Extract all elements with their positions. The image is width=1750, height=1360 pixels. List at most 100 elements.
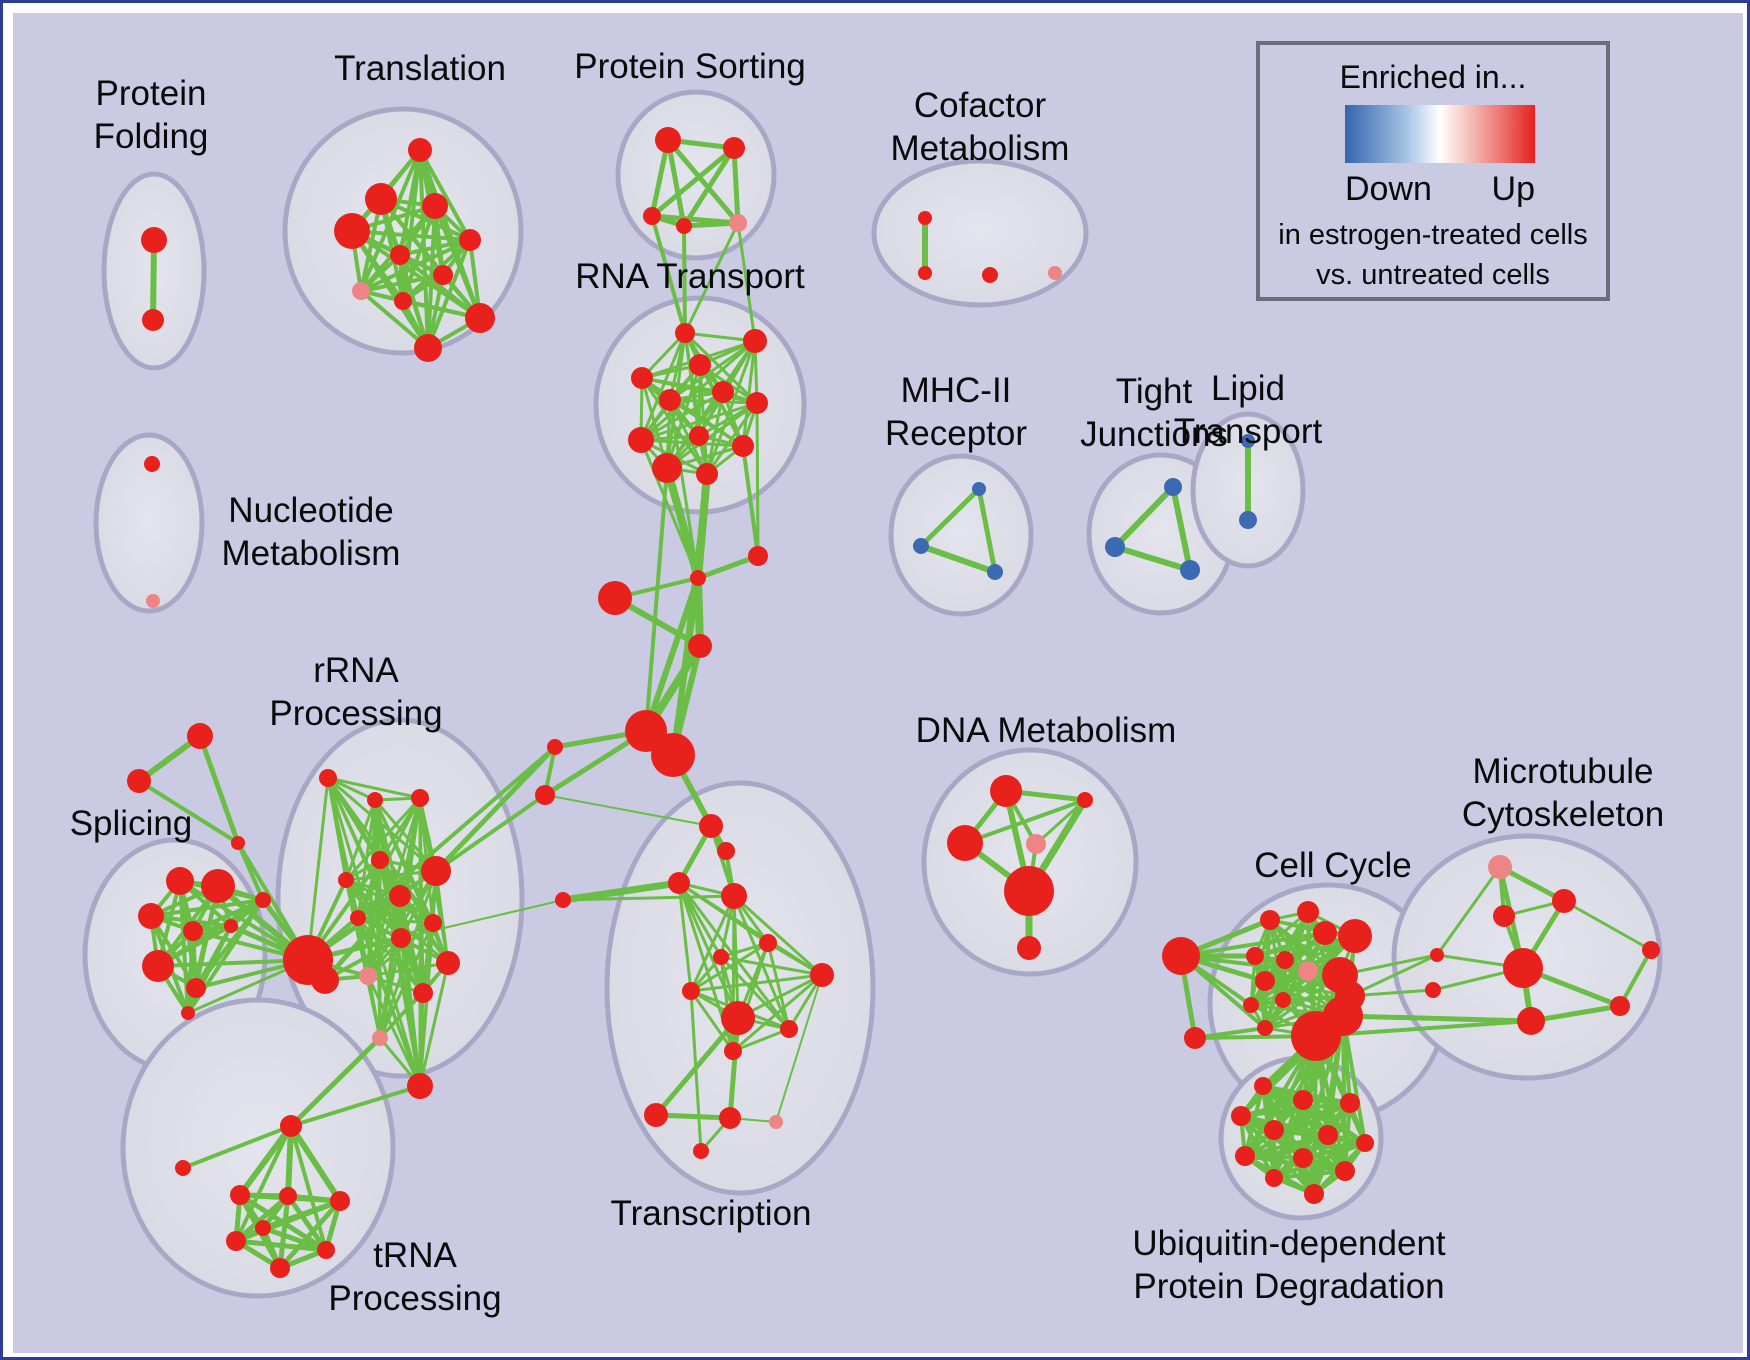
network-edge (1497, 864, 1567, 904)
network-node (547, 739, 563, 755)
network-edge (289, 1124, 328, 1252)
network-edge (366, 921, 435, 978)
network-node (255, 892, 271, 908)
network-node (1265, 1169, 1283, 1187)
network-edge (644, 466, 669, 733)
network-edge (681, 145, 737, 229)
cluster-label-rna-transport: RNA Transport (575, 257, 805, 296)
network-edge (289, 1084, 422, 1128)
network-edge (399, 936, 422, 1088)
network-edge (649, 145, 737, 219)
network-node (230, 1185, 250, 1205)
network-node (631, 367, 653, 389)
network-edge (741, 339, 757, 448)
network-node (713, 949, 729, 965)
network-edge (285, 1123, 294, 1199)
network-edge (181, 1124, 293, 1170)
network-edge (356, 916, 425, 995)
network-node (769, 1115, 783, 1129)
network-node (682, 982, 700, 1000)
network-node (659, 389, 681, 411)
network-node (144, 456, 160, 472)
network-node (1323, 996, 1363, 1036)
network-node (224, 919, 238, 933)
network-node (628, 427, 654, 453)
network-edge (421, 921, 435, 995)
network-node (433, 265, 453, 285)
network-node (365, 183, 397, 215)
network-node (1293, 1148, 1313, 1168)
network-node (651, 733, 695, 777)
network-node (1275, 992, 1291, 1008)
network-node (413, 983, 433, 1003)
network-node (408, 138, 432, 162)
network-edge (366, 974, 422, 1088)
network-node (688, 634, 712, 658)
network-node (947, 825, 983, 861)
network-edge (1170, 484, 1193, 573)
network-edge (288, 1123, 343, 1204)
network-node (1164, 478, 1182, 496)
network-node (1488, 855, 1512, 879)
network-node (183, 921, 203, 941)
network-node (186, 978, 206, 998)
network-node (255, 1220, 271, 1236)
network-edge (366, 961, 450, 978)
network-node (350, 910, 366, 926)
network-node (421, 856, 451, 886)
network-edge (653, 1112, 733, 1121)
network-node (724, 1042, 742, 1060)
network-edge (736, 221, 757, 343)
network-edge (359, 273, 445, 293)
network-edge (683, 221, 740, 335)
cluster-label-rrna-processing: rRNA Processing (269, 651, 442, 733)
cluster-label-protein-sorting: Protein Sorting (574, 47, 806, 86)
network-edge (665, 401, 759, 470)
network-node (982, 267, 998, 283)
network-node (422, 193, 448, 219)
network-edge (326, 776, 422, 800)
cluster-ellipse-nucleotide-metabolism (93, 432, 205, 614)
network-edge (668, 398, 759, 405)
network-node (1184, 1027, 1206, 1049)
network-edge (689, 973, 824, 993)
network-edge (719, 955, 791, 1031)
network-node (394, 292, 412, 310)
network-node (743, 329, 767, 353)
network-edge (689, 989, 703, 1153)
legend-box: Enriched in... Down Up in estrogen-treat… (1256, 41, 1610, 301)
network-edge (731, 1027, 791, 1053)
network-node (598, 581, 632, 615)
network-node (1552, 889, 1576, 913)
network-node (465, 303, 495, 333)
network-node (1243, 997, 1259, 1013)
network-node (1260, 910, 1280, 930)
network-node (1004, 866, 1054, 916)
network-edge (237, 1123, 294, 1198)
network-edge (1272, 1169, 1347, 1180)
network-node (721, 1001, 755, 1035)
network-edge (731, 973, 824, 1053)
network-edge (976, 486, 998, 575)
network-edge (732, 894, 824, 977)
network-edge (288, 1035, 383, 1129)
network-edge (433, 744, 558, 874)
network-node (729, 214, 747, 232)
cluster-label-microtubule-cytoskeleton: Microtubule Cytoskeleton (1462, 752, 1664, 834)
network-edge (918, 543, 998, 575)
network-node (459, 229, 481, 251)
network-node (311, 966, 339, 994)
network-node (1517, 1007, 1545, 1035)
network-node (1356, 1134, 1374, 1152)
enrichment-network-canvas: Protein Folding Translation Protein Sorting… (13, 13, 1743, 1353)
network-edge (663, 464, 702, 582)
network-edge (1263, 958, 1287, 1030)
network-edge (344, 796, 422, 882)
cluster-ellipse-trna-processing (120, 997, 396, 1299)
network-node (1162, 937, 1200, 975)
network-node (1642, 941, 1660, 959)
network-node (1297, 901, 1319, 923)
network-node (166, 867, 194, 895)
legend-gradient-bar (1345, 105, 1535, 163)
network-node (972, 482, 986, 496)
